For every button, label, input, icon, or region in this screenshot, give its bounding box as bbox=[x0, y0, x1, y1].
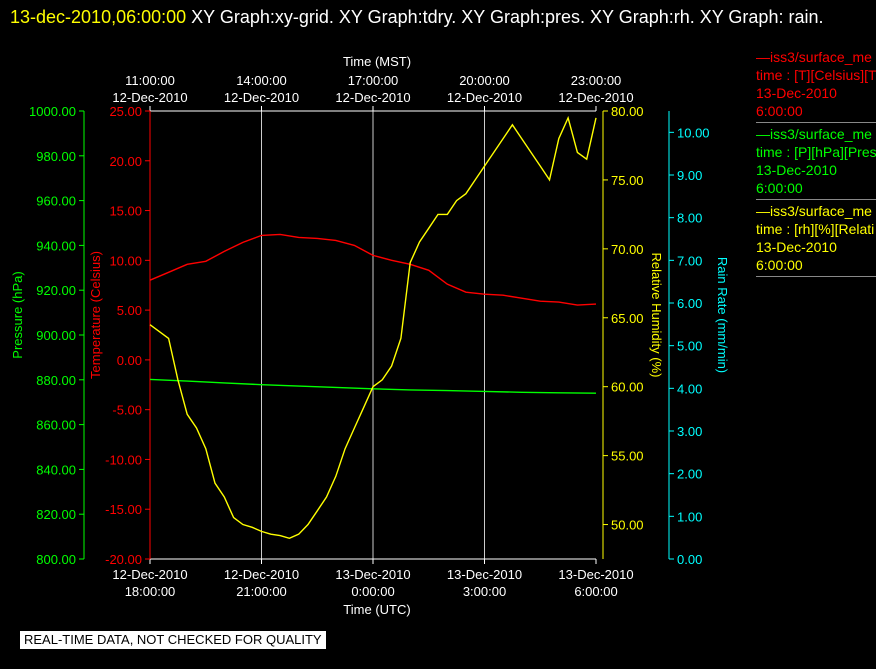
temperature-tick-label: -10.00 bbox=[105, 452, 142, 467]
series-line-pressure bbox=[149, 378, 597, 394]
rain-tick-label: 2.00 bbox=[677, 467, 702, 482]
temperature-tick-label: 20.00 bbox=[109, 154, 142, 169]
legend: —iss3/surface_me time : [T][Celsius][T 13-… bbox=[756, 48, 876, 279]
legend-date: 13-Dec-2010 bbox=[756, 239, 837, 255]
legend-name: —iss3/surface_me bbox=[756, 203, 872, 219]
top-tick-label-time: 14:00:00 bbox=[236, 73, 287, 88]
humidity-tick-label: 70.00 bbox=[611, 242, 644, 257]
pressure-tick-label: 820.00 bbox=[36, 507, 76, 522]
rain-tick-label: 10.00 bbox=[677, 125, 710, 140]
series-line-humidity bbox=[149, 115, 597, 540]
temperature-tick-label: 0.00 bbox=[117, 353, 142, 368]
x-tick-label-time: 3:00:00 bbox=[463, 584, 506, 599]
top-tick-label-date: 12-Dec-2010 bbox=[558, 90, 633, 105]
pressure-tick-label: 920.00 bbox=[36, 283, 76, 298]
x-tick-label-date: 13-Dec-2010 bbox=[335, 567, 410, 582]
legend-time: 6:00:00 bbox=[756, 180, 803, 196]
legend-name: —iss3/surface_me bbox=[756, 126, 872, 142]
title-graph-list: XY Graph:xy-grid. XY Graph:tdry. XY Grap… bbox=[191, 7, 824, 27]
rain-tick-label: 8.00 bbox=[677, 211, 702, 226]
temperature-tick-label: -20.00 bbox=[105, 552, 142, 567]
legend-label: time : [rh][%][Relati bbox=[756, 221, 875, 237]
top-tick-label-time: 17:00:00 bbox=[348, 73, 399, 88]
legend-label: time : [T][Celsius][T bbox=[756, 67, 876, 83]
pressure-tick-label: 840.00 bbox=[36, 462, 76, 477]
legend-time: 6:00:00 bbox=[756, 257, 803, 273]
x-tick-label-time: 6:00:00 bbox=[574, 584, 617, 599]
temperature-tick-label: 15.00 bbox=[109, 204, 142, 219]
humidity-tick-label: 75.00 bbox=[611, 173, 644, 188]
x-tick-label-date: 13-Dec-2010 bbox=[447, 567, 522, 582]
quality-warning-banner: REAL-TIME DATA, NOT CHECKED FOR QUALITY bbox=[20, 631, 326, 649]
x-tick-label-time: 21:00:00 bbox=[236, 584, 287, 599]
rain-tick-label: 3.00 bbox=[677, 424, 702, 439]
rain-tick-label: 6.00 bbox=[677, 296, 702, 311]
pressure-axis-title: Pressure (hPa) bbox=[10, 271, 25, 358]
top-tick-label-time: 23:00:00 bbox=[571, 73, 622, 88]
legend-date: 13-Dec-2010 bbox=[756, 85, 837, 101]
rain-axis-title: Rain Rate (mm/min) bbox=[715, 257, 730, 373]
x-tick-label-date: 13-Dec-2010 bbox=[558, 567, 633, 582]
x-axis-title-mst: Time (MST) bbox=[343, 54, 411, 69]
top-tick-label-date: 12-Dec-2010 bbox=[447, 90, 522, 105]
pressure-tick-label: 900.00 bbox=[36, 328, 76, 343]
temperature-tick-label: -5.00 bbox=[112, 403, 142, 418]
rain-tick-label: 7.00 bbox=[677, 253, 702, 268]
chart-title: 13-dec-2010,06:00:00 XY Graph:xy-grid. X… bbox=[10, 2, 860, 32]
humidity-tick-label: 55.00 bbox=[611, 449, 644, 464]
top-tick-label-date: 12-Dec-2010 bbox=[224, 90, 299, 105]
series-line-temperature bbox=[149, 233, 597, 306]
temperature-tick-label: 25.00 bbox=[109, 104, 142, 119]
legend-time: 6:00:00 bbox=[756, 103, 803, 119]
pressure-tick-label: 880.00 bbox=[36, 373, 76, 388]
humidity-tick-label: 80.00 bbox=[611, 104, 644, 119]
top-tick-label-time: 11:00:00 bbox=[125, 73, 175, 88]
temperature-tick-label: 5.00 bbox=[117, 303, 142, 318]
rain-tick-label: 1.00 bbox=[677, 509, 702, 524]
pressure-tick-label: 800.00 bbox=[36, 552, 76, 567]
pressure-tick-label: 1000.00 bbox=[29, 104, 76, 119]
pressure-tick-label: 980.00 bbox=[36, 149, 76, 164]
top-tick-label-date: 12-Dec-2010 bbox=[112, 90, 187, 105]
x-tick-label-time: 18:00:00 bbox=[125, 584, 176, 599]
top-tick-label-date: 12-Dec-2010 bbox=[335, 90, 410, 105]
rain-tick-label: 0.00 bbox=[677, 552, 702, 567]
humidity-axis-title: Relative Humidity (%) bbox=[649, 253, 664, 378]
legend-name: —iss3/surface_me bbox=[756, 49, 872, 65]
legend-label: time : [P][hPa][Pres bbox=[756, 144, 876, 160]
x-tick-label-time: 0:00:00 bbox=[351, 584, 394, 599]
humidity-tick-label: 65.00 bbox=[611, 311, 644, 326]
pressure-tick-label: 940.00 bbox=[36, 238, 76, 253]
rain-tick-label: 5.00 bbox=[677, 339, 702, 354]
title-timestamp: 13-dec-2010,06:00:00 bbox=[10, 7, 187, 27]
pressure-tick-label: 960.00 bbox=[36, 194, 76, 209]
pressure-tick-label: 860.00 bbox=[36, 418, 76, 433]
x-tick-label-date: 12-Dec-2010 bbox=[112, 567, 187, 582]
top-tick-label-time: 20:00:00 bbox=[459, 73, 510, 88]
temperature-axis-title: Temperature (Celsius) bbox=[88, 251, 103, 379]
x-axis-title-utc: Time (UTC) bbox=[343, 602, 410, 617]
humidity-tick-label: 50.00 bbox=[611, 518, 644, 533]
temperature-tick-label: 10.00 bbox=[109, 253, 142, 268]
rain-tick-label: 9.00 bbox=[677, 168, 702, 183]
humidity-tick-label: 60.00 bbox=[611, 380, 644, 395]
temperature-tick-label: -15.00 bbox=[105, 502, 142, 517]
rain-tick-label: 4.00 bbox=[677, 381, 702, 396]
legend-date: 13-Dec-2010 bbox=[756, 162, 837, 178]
x-tick-label-date: 12-Dec-2010 bbox=[224, 567, 299, 582]
